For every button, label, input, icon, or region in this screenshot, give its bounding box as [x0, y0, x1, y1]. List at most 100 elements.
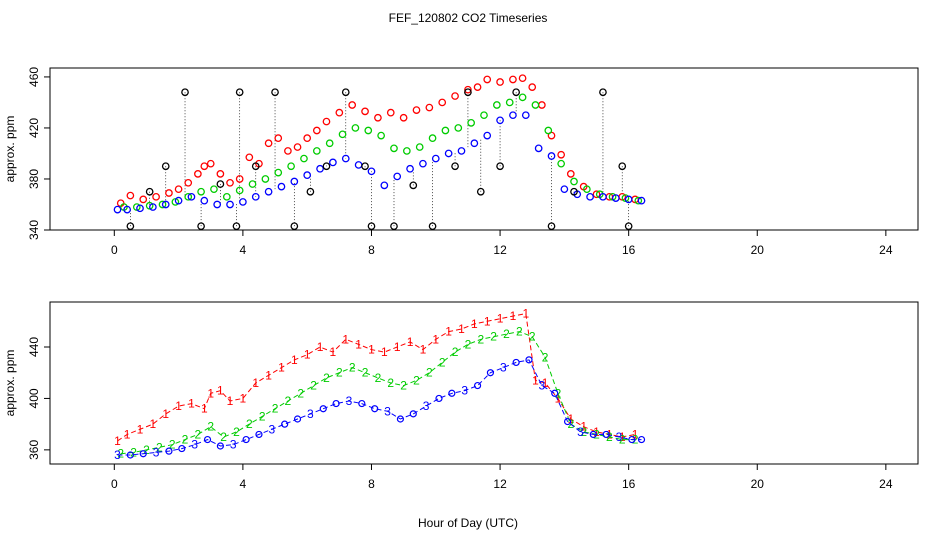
data-point-series-3 — [277, 182, 286, 191]
x-tick-label: 16 — [622, 243, 636, 257]
x-tick-label: 4 — [240, 477, 247, 491]
series-marker-1: 1 — [227, 394, 234, 408]
data-point-series-1 — [538, 101, 546, 109]
data-point-series-1 — [412, 106, 421, 114]
series-marker-3 — [435, 394, 443, 403]
series-marker-1: 1 — [394, 340, 401, 354]
data-point-series-3 — [586, 192, 594, 201]
series-marker-2: 2 — [156, 440, 163, 454]
series-marker-1: 1 — [555, 391, 562, 405]
data-point-series-3 — [470, 139, 479, 148]
series-marker-1: 1 — [497, 312, 504, 326]
data-point-series-2 — [505, 98, 514, 107]
data-point-series-1 — [303, 134, 312, 143]
data-point-series-1 — [184, 178, 193, 187]
data-point-series-3 — [367, 167, 376, 176]
data-point-series-1 — [509, 75, 517, 84]
data-point-series-outlier — [390, 222, 398, 230]
series-marker-1: 1 — [445, 325, 452, 339]
series-marker-2: 2 — [246, 417, 253, 431]
series-marker-1: 1 — [124, 427, 131, 441]
data-point-series-3 — [419, 159, 427, 168]
data-point-series-2 — [480, 111, 488, 120]
y-tick-label: 400 — [27, 388, 41, 408]
data-point-series-1 — [518, 74, 527, 83]
data-point-series-1 — [386, 108, 395, 117]
series-marker-1: 1 — [580, 420, 587, 434]
data-point-series-3 — [444, 149, 453, 158]
x-tick-label: 12 — [493, 477, 507, 491]
series-marker-2: 2 — [465, 337, 472, 351]
data-point-series-outlier — [271, 88, 279, 97]
data-point-series-1 — [245, 153, 254, 162]
data-point-series-3 — [637, 196, 646, 205]
series-marker-3 — [602, 430, 610, 439]
data-point-series-2 — [415, 143, 424, 151]
data-point-series-2 — [531, 101, 540, 109]
data-point-series-1 — [451, 92, 459, 100]
data-point-series-3 — [303, 171, 312, 179]
data-point-series-2 — [364, 126, 373, 135]
data-point-series-1 — [464, 85, 472, 94]
x-tick-label: 20 — [751, 477, 765, 491]
series-marker-3: 3 — [384, 404, 391, 418]
data-point-series-1 — [348, 101, 357, 109]
series-marker-2: 2 — [323, 371, 330, 385]
series-marker-2: 2 — [349, 361, 356, 375]
data-point-series-2 — [325, 139, 334, 148]
data-point-series-1 — [592, 190, 601, 199]
data-point-series-1 — [322, 117, 331, 126]
data-point-series-1 — [361, 107, 369, 116]
series-marker-2: 2 — [387, 376, 394, 390]
series-marker-3 — [563, 417, 572, 426]
data-point-series-3 — [624, 195, 633, 204]
x-tick-label: 0 — [111, 477, 118, 491]
data-point-series-outlier — [126, 222, 135, 230]
data-point-series-3 — [547, 152, 556, 160]
series-marker-1: 1 — [542, 376, 549, 390]
data-point-series-2 — [235, 186, 244, 195]
data-point-series-3 — [560, 185, 569, 194]
series-marker-3: 3 — [153, 445, 160, 459]
series-marker-2: 2 — [542, 350, 549, 364]
series-marker-3 — [551, 389, 559, 397]
data-point-series-1 — [566, 170, 575, 178]
series-marker-1: 1 — [252, 376, 259, 390]
data-point-series-outlier — [618, 162, 627, 171]
data-point-series-1 — [206, 159, 215, 168]
data-point-series-1 — [312, 126, 321, 135]
data-point-series-outlier — [145, 187, 154, 196]
data-point-series-2 — [210, 185, 218, 194]
data-point-series-1 — [557, 150, 566, 159]
series-line-2 — [120, 331, 636, 455]
plot-frame — [49, 301, 919, 465]
series-marker-1: 1 — [510, 309, 517, 323]
data-point-series-2 — [544, 126, 553, 135]
series-marker-2: 2 — [362, 366, 369, 380]
series-marker-1: 1 — [342, 332, 349, 346]
series-line-3 — [117, 359, 642, 456]
series-marker-3: 3 — [423, 399, 430, 413]
series-marker-3 — [637, 435, 646, 444]
series-marker-3: 3 — [268, 422, 275, 436]
data-point-series-outlier — [341, 88, 350, 97]
data-point-series-1 — [438, 98, 447, 107]
data-point-series-3 — [113, 205, 122, 214]
data-point-series-outlier — [451, 162, 459, 171]
y-tick-label: 420 — [27, 118, 41, 138]
data-point-series-2 — [441, 126, 450, 135]
x-tick-label: 8 — [368, 243, 375, 257]
data-point-series-3 — [316, 164, 324, 173]
series-marker-3: 3 — [230, 438, 237, 452]
x-tick-label: 8 — [368, 477, 375, 491]
data-point-series-3 — [213, 200, 222, 209]
figure-title: FEF_120802 CO2 Timeseries — [389, 11, 548, 25]
series-marker-3: 3 — [346, 394, 353, 408]
series-marker-2: 2 — [606, 430, 613, 444]
series-marker-2: 2 — [272, 402, 279, 416]
data-point-series-2 — [467, 119, 475, 127]
series-marker-2: 2 — [400, 379, 407, 393]
data-point-series-3 — [393, 172, 402, 181]
data-point-series-outlier — [599, 88, 607, 97]
